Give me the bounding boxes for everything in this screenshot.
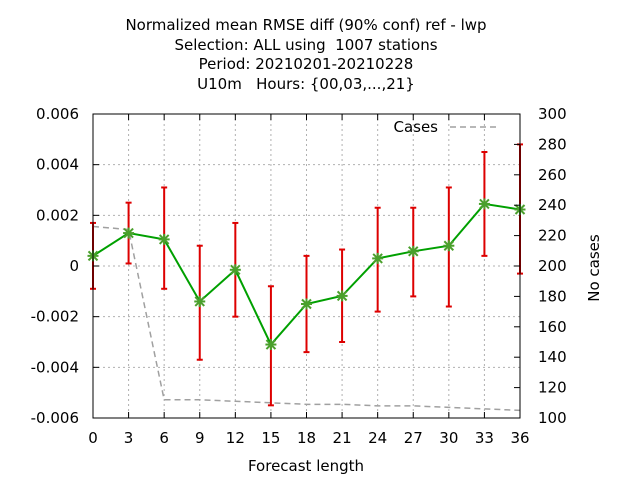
data-point-marker [372,252,384,264]
y-tick-label: 0.006 [36,105,79,123]
plot-border [92,113,521,419]
chart-title: Normalized mean RMSE diff (90% conf) ref… [0,16,612,94]
x-tick-label: 12 [226,429,245,447]
y2-tick-labels: 100 120 140 160 180 200 220 240 260 280 300 [538,105,567,427]
y-tick-label: -0.006 [31,409,79,427]
data-point-marker [265,339,277,351]
data-point-marker [158,233,170,245]
x-axis-label: Forecast length [248,457,364,475]
y-tick-label: 0.004 [36,156,79,174]
title-line-1: Normalized mean RMSE diff (90% conf) ref… [125,16,487,34]
x-tick-labels: 0 3 6 9 12 15 18 21 24 27 30 33 36 [88,429,529,447]
data-point-marker [194,295,206,307]
y-tick-label: -0.002 [31,308,79,326]
error-bars [90,143,523,407]
x-tick-label: 18 [297,429,316,447]
cases-series [92,225,521,412]
data-point-marker [407,245,419,257]
y2-tick-label: 280 [538,135,567,153]
y-tick-label: -0.004 [31,358,79,376]
legend: Cases [393,118,500,136]
plot-frame [92,113,521,419]
x-tick-label: 27 [404,429,423,447]
data-point-marker [229,264,241,276]
data-point-marker [123,227,135,239]
y2-tick-label: 260 [538,166,567,184]
cases-line [92,225,521,412]
data-point-marker [336,290,348,302]
x-tick-label: 15 [261,429,280,447]
y2-tick-label: 100 [538,409,567,427]
y2-tick-label: 180 [538,287,567,305]
title-line-2: Selection: ALL using 1007 stations [174,35,438,54]
y2-tick-label: 300 [538,105,567,123]
data-point-marker [301,298,312,310]
title-line-4: U10m Hours: {00,03,...,21} [197,74,415,93]
x-tick-label: 24 [368,429,387,447]
x-tick-label: 9 [195,429,205,447]
x-tick-label: 0 [88,429,98,447]
y2-tick-label: 120 [538,379,567,397]
y2-tick-label: 140 [538,348,567,366]
y2-tick-label: 220 [538,227,567,245]
y-tick-label: 0 [69,257,79,275]
y-tick-label: 0.002 [36,206,79,224]
y2-tick-label: 160 [538,318,567,336]
x-tick-label: 36 [510,429,529,447]
legend-label-cases: Cases [393,118,438,136]
y2-tick-label: 240 [538,196,567,214]
x-tick-label: 21 [333,429,352,447]
y2-axis-label: No cases [585,234,603,302]
data-point-marker [443,240,455,252]
x-tick-label: 3 [124,429,134,447]
data-point-marker [478,198,490,210]
title-line-3: Period: 20210201-20210228 [198,55,414,73]
rmse-diff-series [87,198,526,351]
y-tick-labels: -0.006 -0.004 -0.002 0 0.002 0.004 0.006 [31,105,79,427]
y2-tick-label: 200 [538,257,567,275]
x-tick-label: 6 [159,429,169,447]
x-tick-label: 30 [439,429,458,447]
x-tick-label: 33 [475,429,494,447]
